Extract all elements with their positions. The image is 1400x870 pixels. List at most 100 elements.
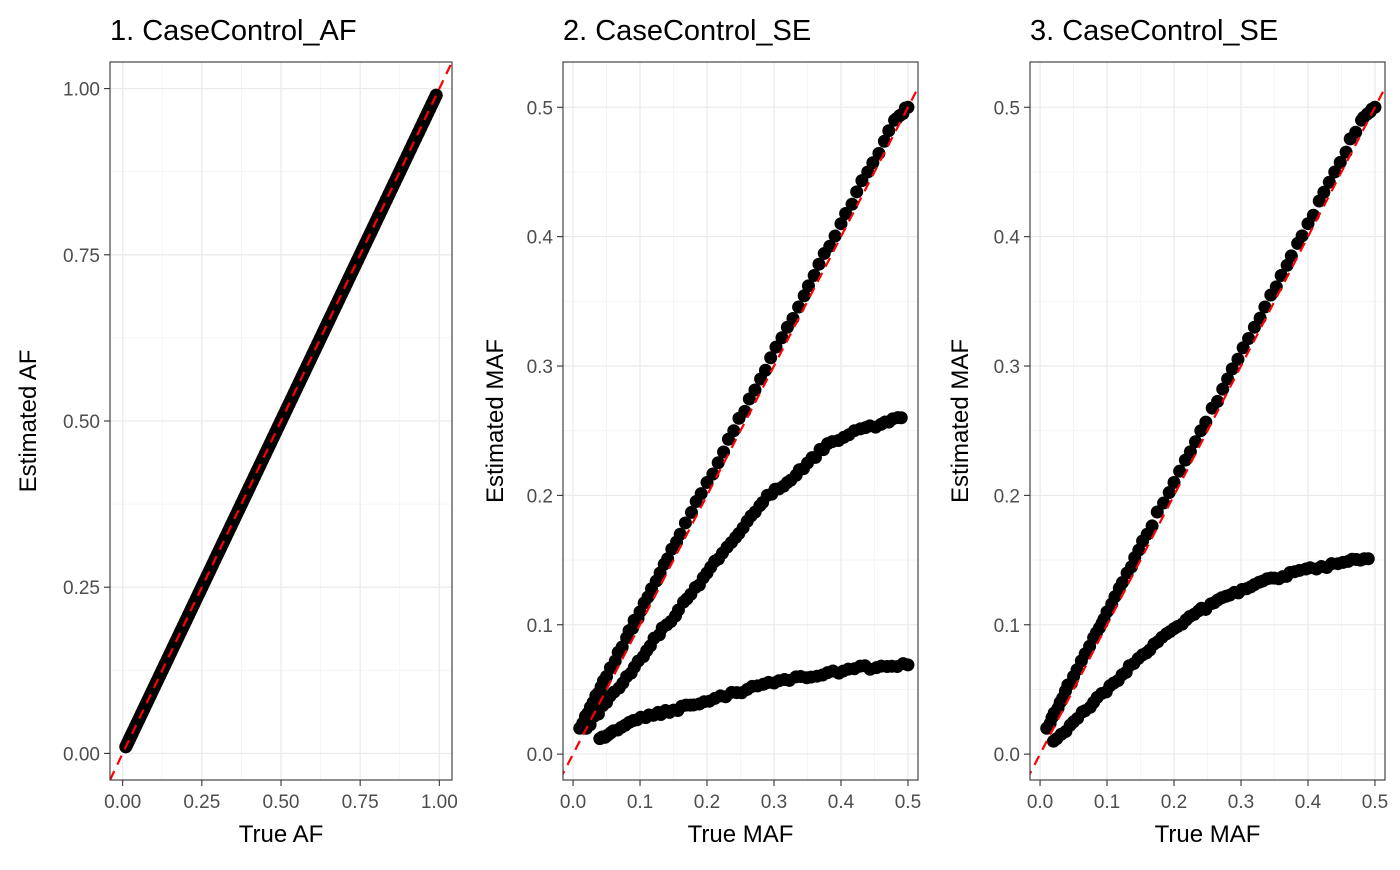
data-point — [801, 279, 815, 293]
x-tick-label: 0.5 — [1362, 792, 1388, 813]
y-tick-label: 0.0 — [994, 745, 1020, 766]
x-tick-label: 0.3 — [761, 792, 787, 813]
data-point — [1221, 372, 1235, 386]
y-axis-title: Estimated MAF — [482, 339, 509, 503]
series-1 — [573, 100, 915, 735]
data-point — [839, 207, 853, 221]
data-point — [1173, 464, 1187, 478]
x-tick-label: 0.0 — [560, 792, 586, 813]
data-point — [1157, 496, 1171, 510]
x-tick-label: 0.00 — [104, 792, 141, 813]
x-axis-title: True MAF — [1155, 821, 1261, 848]
series-2 — [1046, 552, 1375, 748]
data-point — [807, 268, 821, 282]
y-tick-label: 0.0 — [527, 745, 553, 766]
panel-title: 2. CaseControl_SE — [563, 15, 811, 47]
panel-2: 0.0 0.1 0.2 0.3 0.4 0.5 0.0 0.1 0.2 0.3 0.4 0.5 2. C… — [482, 15, 921, 848]
data-point — [894, 411, 908, 425]
data-point — [1189, 435, 1203, 449]
y-tick-label: 0.3 — [527, 357, 553, 378]
data-point — [661, 552, 675, 566]
data-point — [823, 239, 837, 253]
y-tick-label: 0.1 — [527, 616, 553, 637]
data-point — [748, 383, 762, 397]
x-tick-label: 0.50 — [263, 792, 300, 813]
data-point — [1258, 300, 1272, 314]
data-point — [1225, 362, 1239, 376]
data-point — [1361, 552, 1375, 566]
data-point — [850, 185, 864, 199]
data-layer — [1030, 85, 1385, 776]
data-point — [1231, 352, 1245, 366]
panel-1: 0.00 0.25 0.50 0.75 1.00 0.00 0.25 0.50 0.75 1.00… — [15, 15, 458, 848]
data-point — [797, 289, 811, 303]
data-point — [901, 658, 915, 672]
y-tick-label: 0.4 — [527, 228, 554, 249]
data-point — [1274, 268, 1288, 282]
data-point — [764, 351, 778, 365]
data-point — [678, 516, 692, 530]
data-point — [1295, 229, 1309, 243]
x-tick-label: 1.00 — [421, 792, 458, 813]
data-point — [882, 124, 896, 138]
panel-border — [562, 61, 919, 781]
y-tick-label: 0.5 — [994, 98, 1020, 119]
data-point — [828, 229, 842, 243]
y-tick-label: 1.00 — [63, 80, 100, 101]
x-axis-title: True AF — [239, 821, 323, 848]
data-point — [758, 363, 772, 377]
data-layer — [563, 85, 918, 776]
data-point — [1284, 249, 1298, 263]
panel-title: 3. CaseControl_SE — [1030, 15, 1278, 47]
data-point — [1162, 486, 1176, 500]
data-point — [845, 197, 859, 211]
y-tick-label: 0.2 — [994, 486, 1020, 507]
panel-title: 1. CaseControl_AF — [110, 15, 357, 47]
data-point — [673, 527, 687, 541]
data-point — [1211, 394, 1225, 408]
x-tick-label: 0.25 — [183, 792, 220, 813]
x-tick-label: 0.1 — [627, 792, 653, 813]
y-tick-label: 0.3 — [994, 357, 1020, 378]
x-tick-label: 0.3 — [1228, 792, 1254, 813]
x-tick-label: 0.2 — [694, 792, 720, 813]
data-point — [866, 156, 880, 170]
data-point — [684, 505, 698, 519]
x-tick-label: 0.1 — [1094, 792, 1120, 813]
x-tick-label: 0.2 — [1161, 792, 1187, 813]
data-point — [1333, 155, 1347, 169]
x-axis-title: True MAF — [688, 821, 794, 848]
panel-3: 0.0 0.1 0.2 0.3 0.4 0.5 0.0 0.1 0.2 0.3 0.4 0.5 3. C… — [947, 15, 1388, 848]
y-tick-label: 0.2 — [527, 486, 553, 507]
data-point — [711, 456, 725, 470]
y-tick-label: 0.75 — [63, 246, 100, 267]
data-point — [727, 424, 741, 438]
y-tick-label: 0.1 — [994, 616, 1020, 637]
x-tick-label: 0.5 — [895, 792, 921, 813]
data-point — [1322, 175, 1336, 189]
data-point — [1349, 125, 1363, 139]
data-point — [769, 340, 783, 354]
y-axis-title: Estimated AF — [15, 350, 42, 493]
reference-line — [110, 62, 452, 780]
data-point — [1150, 505, 1164, 519]
series-3 — [593, 657, 915, 746]
y-axis-title: Estimated MAF — [947, 339, 974, 503]
series-2 — [579, 411, 908, 735]
y-tick-label: 0.5 — [527, 98, 553, 119]
data-point — [834, 217, 848, 231]
y-tick-label: 0.50 — [63, 412, 100, 433]
x-tick-label: 0.4 — [1295, 792, 1322, 813]
data-point — [1328, 165, 1342, 179]
data-point — [694, 487, 708, 501]
panel-border — [1029, 61, 1386, 781]
data-point — [1317, 185, 1331, 199]
data-point — [812, 257, 826, 271]
y-tick-label: 0.4 — [994, 228, 1021, 249]
data-point — [1216, 382, 1230, 396]
data-point — [775, 331, 789, 345]
data-layer — [110, 62, 452, 780]
x-tick-label: 0.0 — [1027, 792, 1053, 813]
data-point — [1183, 445, 1197, 459]
